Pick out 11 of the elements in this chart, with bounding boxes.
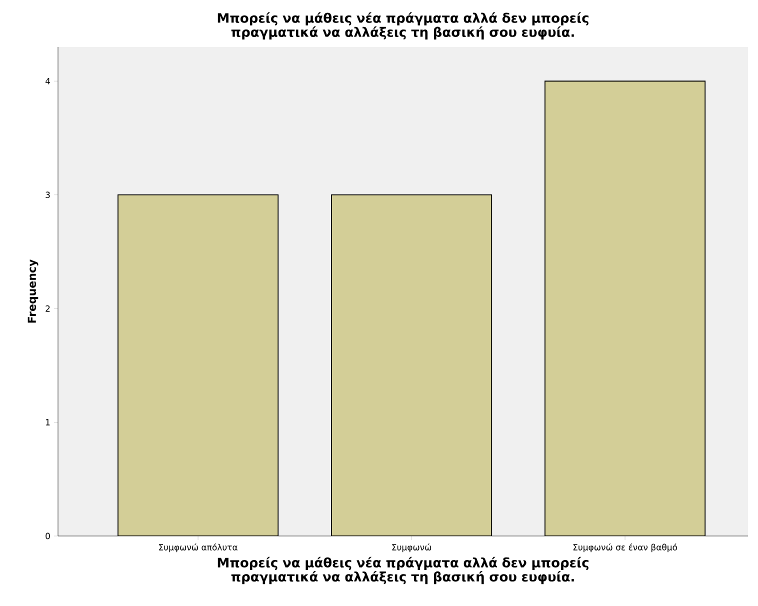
chart-title: Μπορείς να μάθεις νέα πράγματα αλλά δεν μπορείς πραγματικά να αλλάξεις τη βασική σου ευφυία. [218, 12, 588, 40]
y-tick-label: 4 [45, 78, 50, 84]
x-tick-label: Συμφωνώ απόλυτα [159, 544, 238, 552]
x-tick-label: Συμφωνώ [392, 544, 432, 552]
y-axis-title: Frequency [28, 260, 38, 323]
y-tick-label: 1 [46, 419, 50, 426]
y-tick-label: 3 [46, 192, 50, 198]
y-tick-label: 2 [46, 305, 50, 312]
x-axis-title: Μπορείς να μάθεις νέα πράγματα αλλά δεν μπορείς πραγματικά να αλλάξεις τη βασική σου ευφυία. [218, 556, 588, 584]
y-tick-label: 0 [46, 532, 50, 540]
x-tick-label: Συμφωνώ σε έναν βαθμό [573, 544, 678, 552]
